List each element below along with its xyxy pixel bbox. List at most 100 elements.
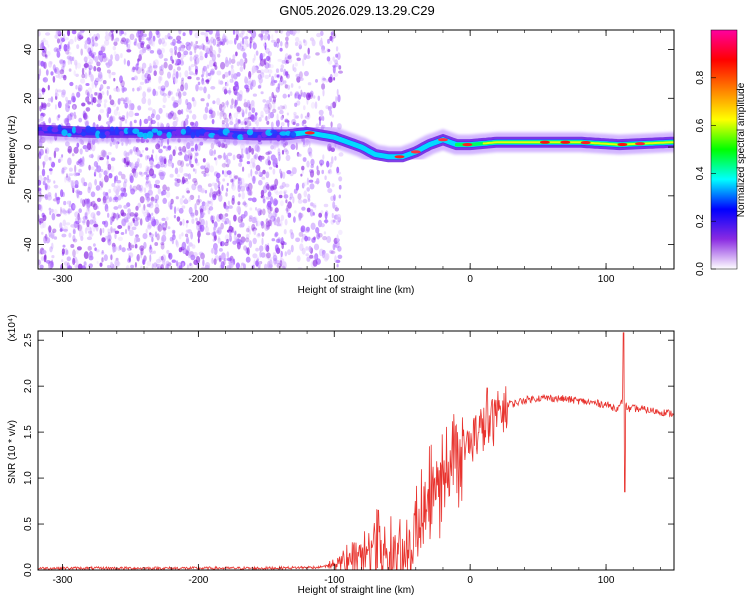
noise-speckle [160,243,165,250]
noise-speckle [222,178,226,182]
noise-speckle [64,37,69,41]
noise-speckle [83,182,88,187]
noise-speckle [110,54,113,61]
noise-speckle [48,234,55,238]
noise-speckle [271,34,274,40]
noise-speckle [67,100,72,105]
noise-speckle [190,231,194,240]
noise-speckle [101,91,105,96]
noise-speckle [68,232,72,238]
noise-speckle [266,252,271,259]
noise-speckle [232,240,237,245]
noise-speckle [69,200,72,208]
noise-speckle [154,62,157,66]
noise-speckle [202,259,205,267]
noise-speckle [109,253,114,261]
snr-x-tick-label: 100 [598,575,615,586]
noise-speckle [262,169,266,175]
noise-speckle [121,247,126,253]
ridge-speckle [185,126,191,133]
noise-speckle [208,206,214,211]
noise-speckle [270,154,276,161]
noise-speckle [195,40,198,45]
noise-speckle [217,41,221,50]
noise-speckle [102,220,106,225]
noise-speckle [331,31,335,35]
noise-speckle [38,179,42,186]
noise-speckle [62,33,66,39]
noise-speckle [156,233,160,241]
noise-speckle [234,231,237,236]
snr-y-tick-label: 2.0 [23,379,34,393]
noise-speckle [108,173,113,179]
noise-speckle [237,177,240,184]
noise-speckle [86,225,91,231]
noise-speckle [59,156,63,162]
noise-speckle [322,154,325,160]
noise-speckle [87,186,91,194]
noise-speckle [332,243,336,251]
noise-speckle [324,175,327,180]
noise-speckle [90,166,95,170]
noise-speckle [221,252,226,260]
noise-speckle [244,39,249,45]
noise-speckle [270,145,275,150]
noise-speckle [248,217,253,222]
colorbar-tick-label: 0.6 [695,118,706,132]
noise-speckle [210,142,215,150]
noise-speckle [102,191,107,196]
noise-speckle [193,43,198,51]
noise-speckle [42,180,46,186]
noise-speckle [320,223,325,228]
noise-speckle [190,212,195,217]
noise-speckle [281,243,285,250]
noise-speckle [223,112,227,120]
noise-speckle [159,76,163,81]
noise-speckle [242,202,247,206]
noise-speckle [189,109,192,113]
noise-speckle [43,61,47,69]
noise-speckle [187,173,192,180]
noise-speckle [283,148,288,153]
noise-speckle [209,70,215,75]
noise-speckle [221,214,226,219]
noise-speckle [260,189,265,197]
noise-speckle [66,173,68,178]
noise-speckle [109,115,113,124]
noise-speckle [109,227,115,232]
ridge-hotspot [617,142,628,147]
noise-speckle [117,204,122,209]
noise-speckle [221,109,225,113]
noise-speckle [236,153,242,159]
noise-speckle [235,51,238,57]
noise-speckle [128,110,134,118]
noise-speckle [164,80,169,88]
noise-speckle [336,88,339,96]
noise-speckle [207,93,211,100]
noise-speckle [241,148,244,156]
ridge-speckle [67,133,72,137]
noise-speckle [181,109,184,115]
noise-speckle [169,173,174,178]
noise-speckle [145,176,149,181]
noise-speckle [175,92,179,97]
noise-speckle [72,249,76,258]
noise-speckle [103,56,109,61]
noise-speckle [60,206,62,215]
noise-speckle [48,207,52,211]
ridge-speckle [289,131,297,139]
noise-speckle [152,88,156,96]
noise-speckle [145,181,150,188]
noise-speckle [234,37,237,45]
noise-speckle [210,201,214,207]
noise-speckle [284,183,290,188]
noise-speckle [133,171,139,179]
noise-speckle [264,74,270,79]
noise-speckle [241,262,245,266]
noise-speckle [59,36,64,44]
noise-speckle [217,237,221,244]
noise-speckle [83,63,89,68]
noise-speckle [220,241,223,247]
noise-speckle [42,77,49,83]
spectrogram-x-tick-label: -100 [324,274,344,285]
